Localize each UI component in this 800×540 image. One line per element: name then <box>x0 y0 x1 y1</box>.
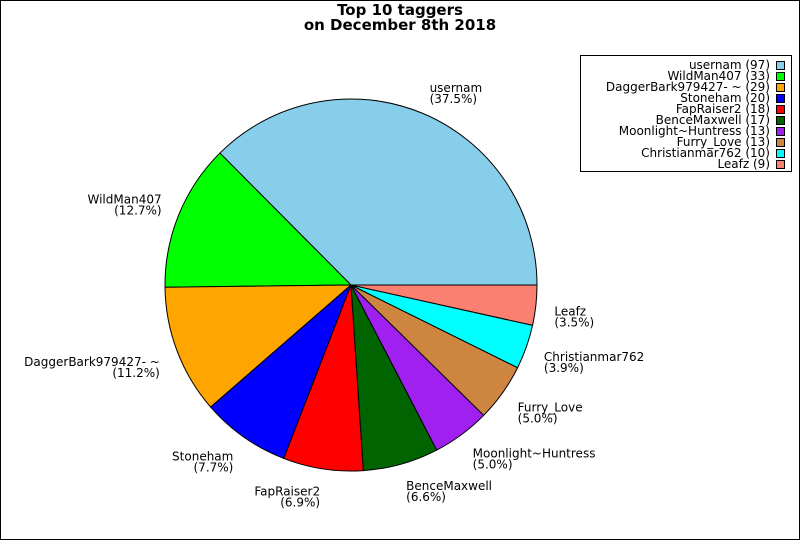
slice-percent-usernam: (37.5%) <box>430 92 477 106</box>
legend-swatch <box>776 160 785 169</box>
slice-label-usernam: usernam <box>430 81 483 95</box>
legend-swatch <box>776 72 785 81</box>
pie-slice-daggerbark979427 <box>164 284 353 408</box>
legend-swatch <box>776 149 785 158</box>
legend-swatch <box>776 127 785 136</box>
legend-label: BenceMaxwell (17) <box>655 113 770 127</box>
legend-item-bencemaxwell: BenceMaxwell (17) <box>655 113 785 127</box>
slice-percent-wildman407: (12.7%) <box>114 204 161 218</box>
slice-label-furry-love: Furry_Love <box>518 401 583 415</box>
legend-label: Leafz (9) <box>717 157 770 171</box>
legend-label: FapRaiser2 (18) <box>675 102 770 116</box>
legend-label: usernam (97) <box>688 58 770 72</box>
slice-percent-daggerbark979427: (11.2%) <box>112 366 159 380</box>
slice-label-fapraiser2: FapRaiser2 <box>254 484 320 498</box>
legend-swatch <box>776 116 785 125</box>
slice-label-bencemaxwell: BenceMaxwell <box>406 479 492 493</box>
legend-label: Stoneham (20) <box>680 91 770 105</box>
legend-label: DaggerBark979427- ~ (29) <box>605 80 770 94</box>
slice-percent-christianmar762: (3.9%) <box>544 361 584 375</box>
legend-item-leafz: Leafz (9) <box>717 157 785 171</box>
slice-percent-fapraiser2: (6.9%) <box>280 495 320 509</box>
slice-percent-moonlight-huntress: (5.0%) <box>473 457 513 471</box>
slice-percent-stoneham: (7.7%) <box>194 460 234 474</box>
pie-slice-wildman407 <box>164 152 353 288</box>
chart-title-line-1: Top 10 taggers <box>337 1 463 19</box>
pie-slice-leafz <box>350 284 538 326</box>
legend-item-wildman407: WildMan407 (33) <box>667 69 785 83</box>
pie-slice-usernam <box>219 98 538 286</box>
legend-swatch <box>776 61 785 70</box>
slice-label-stoneham: Stoneham <box>172 449 233 463</box>
chart-title: Top 10 taggers on December 8th 2018 <box>1 3 799 33</box>
legend-swatch <box>776 138 785 147</box>
slice-label-christianmar762: Christianmar762 <box>544 350 644 364</box>
slice-label-moonlight-huntress: Moonlight~Huntress <box>473 446 596 460</box>
legend-label: WildMan407 (33) <box>667 69 770 83</box>
legend-item-fapraiser2: FapRaiser2 (18) <box>675 102 785 116</box>
legend-swatch <box>776 105 785 114</box>
legend-item-daggerbark979427: DaggerBark979427- ~ (29) <box>605 80 785 94</box>
legend-item-christianmar762: Christianmar762 (10) <box>641 146 785 160</box>
slice-label-daggerbark979427: DaggerBark979427- ~ <box>24 355 160 369</box>
legend-item-usernam: usernam (97) <box>688 58 785 72</box>
slice-percent-furry-love: (5.0%) <box>518 412 558 426</box>
slice-label-wildman407: WildMan407 <box>88 193 162 207</box>
slice-percent-leafz: (3.5%) <box>554 315 594 329</box>
legend-item-moonlight-huntress: Moonlight~Huntress (13) <box>618 124 785 138</box>
slice-label-leafz: Leafz <box>554 304 586 318</box>
legend-label: Moonlight~Huntress (13) <box>618 124 770 138</box>
legend-swatch <box>776 83 785 92</box>
legend-item-stoneham: Stoneham (20) <box>680 91 785 105</box>
legend-label: Christianmar762 (10) <box>641 146 770 160</box>
legend-item-furry-love: Furry_Love (13) <box>676 135 785 149</box>
legend-label: Furry_Love (13) <box>676 135 770 149</box>
slice-percent-bencemaxwell: (6.6%) <box>406 490 446 504</box>
chart-title-line-2: on December 8th 2018 <box>303 16 497 34</box>
legend-swatch <box>776 94 785 103</box>
chart-legend: usernam (97) WildMan407 (33) DaggerBark979… <box>580 55 792 172</box>
